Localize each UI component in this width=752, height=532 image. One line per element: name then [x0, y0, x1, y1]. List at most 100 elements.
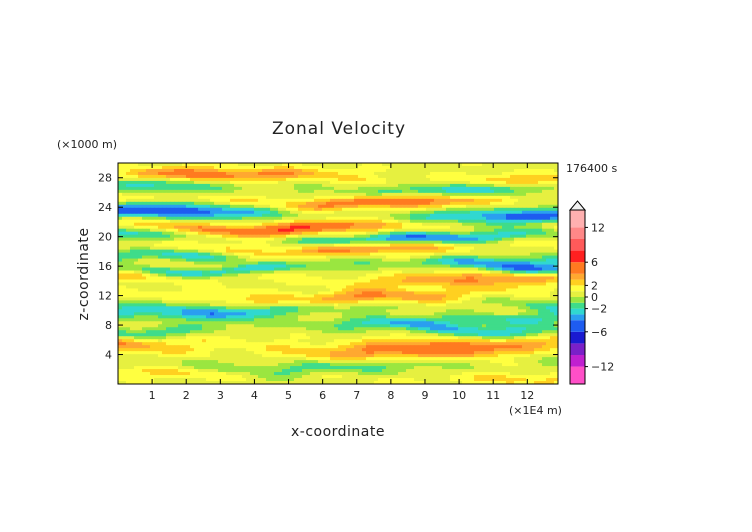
heatmap-cell [522, 207, 527, 212]
heatmap-cell [130, 231, 135, 236]
heatmap-cell [546, 177, 551, 182]
heatmap-cell [402, 216, 407, 221]
heatmap-cell [410, 261, 415, 265]
heatmap-cell [258, 180, 263, 185]
heatmap-cell [118, 240, 123, 245]
heatmap-cell [490, 258, 495, 262]
heatmap-cell [318, 210, 323, 215]
heatmap-cell [430, 267, 435, 271]
heatmap-cell [314, 180, 319, 185]
heatmap-cell [298, 174, 303, 179]
heatmap-cell [438, 201, 443, 206]
heatmap-cell [346, 288, 351, 292]
heatmap-cell [254, 255, 259, 259]
heatmap-cell [450, 207, 455, 212]
heatmap-cell [286, 195, 291, 200]
heatmap-cell [486, 270, 491, 274]
heatmap-cell [210, 183, 215, 188]
heatmap-cell [534, 270, 539, 274]
heatmap-cell [326, 213, 331, 218]
heatmap-cell [490, 192, 495, 197]
heatmap-cell [230, 246, 235, 251]
heatmap-cell [522, 225, 527, 230]
heatmap-cell [190, 291, 195, 295]
heatmap-cell [134, 174, 139, 179]
heatmap-cell [442, 201, 447, 206]
heatmap-cell [186, 243, 191, 248]
heatmap-cell [458, 264, 463, 268]
heatmap-cell [390, 186, 395, 191]
heatmap-cell [122, 180, 127, 185]
heatmap-cell [138, 198, 143, 203]
heatmap-cell [518, 285, 523, 289]
heatmap-cell [398, 273, 403, 277]
heatmap-cell [390, 273, 395, 277]
heatmap-cell [250, 258, 255, 262]
heatmap-cell [250, 177, 255, 182]
heatmap-cell [178, 201, 183, 206]
heatmap-cell [166, 231, 171, 236]
heatmap-cell [526, 174, 531, 179]
heatmap-cell [382, 163, 387, 167]
heatmap-cell [190, 237, 195, 242]
heatmap-cell [518, 237, 523, 242]
heatmap-cell [422, 294, 427, 298]
heatmap-cell [266, 231, 271, 236]
heatmap-cell [494, 273, 499, 277]
heatmap-cell [494, 204, 499, 209]
heatmap-cell [510, 243, 515, 248]
heatmap-cell [174, 240, 179, 245]
heatmap-cell [502, 201, 507, 206]
heatmap-cell [394, 177, 399, 182]
heatmap-cell [278, 186, 283, 191]
heatmap-cell [282, 192, 287, 197]
heatmap-cell [178, 213, 183, 218]
heatmap-cell [542, 249, 547, 253]
heatmap-cell [218, 240, 223, 245]
heatmap-cell [450, 201, 455, 206]
heatmap-cell [198, 240, 203, 245]
heatmap-cell [122, 294, 127, 298]
heatmap-cell [322, 267, 327, 271]
heatmap-cell [426, 246, 431, 251]
heatmap-cell [374, 264, 379, 268]
heatmap-cell [446, 183, 451, 188]
heatmap-cell [166, 168, 171, 173]
heatmap-cell [486, 294, 491, 298]
heatmap-cell [210, 297, 215, 301]
heatmap-cell [354, 249, 359, 253]
heatmap-cell [226, 168, 231, 173]
heatmap-cell [386, 243, 391, 248]
heatmap-cell [490, 267, 495, 271]
heatmap-cell [494, 216, 499, 221]
heatmap-cell [162, 204, 167, 209]
heatmap-cell [354, 267, 359, 271]
heatmap-cell [174, 168, 179, 173]
heatmap-cell [522, 270, 527, 274]
heatmap-cell [466, 210, 471, 215]
heatmap-cell [278, 189, 283, 194]
heatmap-cell [510, 186, 515, 191]
heatmap-cell [474, 249, 479, 253]
heatmap-cell [154, 225, 159, 230]
heatmap-cell [466, 219, 471, 224]
heatmap-cell [454, 264, 459, 268]
heatmap-cell [354, 222, 359, 227]
heatmap-cell [302, 285, 307, 289]
heatmap-cell [142, 189, 147, 194]
heatmap-cell [442, 264, 447, 268]
heatmap-cell [386, 186, 391, 191]
heatmap-cell [518, 246, 523, 251]
heatmap-cell [214, 285, 219, 289]
heatmap-cell [214, 183, 219, 188]
heatmap-cell [454, 210, 459, 215]
heatmap-cell [298, 171, 303, 176]
heatmap-cell [174, 183, 179, 188]
heatmap-cell [190, 240, 195, 245]
heatmap-cell [362, 198, 367, 203]
heatmap-cell [334, 216, 339, 221]
heatmap-cell [494, 231, 499, 236]
heatmap-cell [494, 267, 499, 271]
heatmap-cell [274, 252, 279, 256]
heatmap-cell [150, 201, 155, 206]
